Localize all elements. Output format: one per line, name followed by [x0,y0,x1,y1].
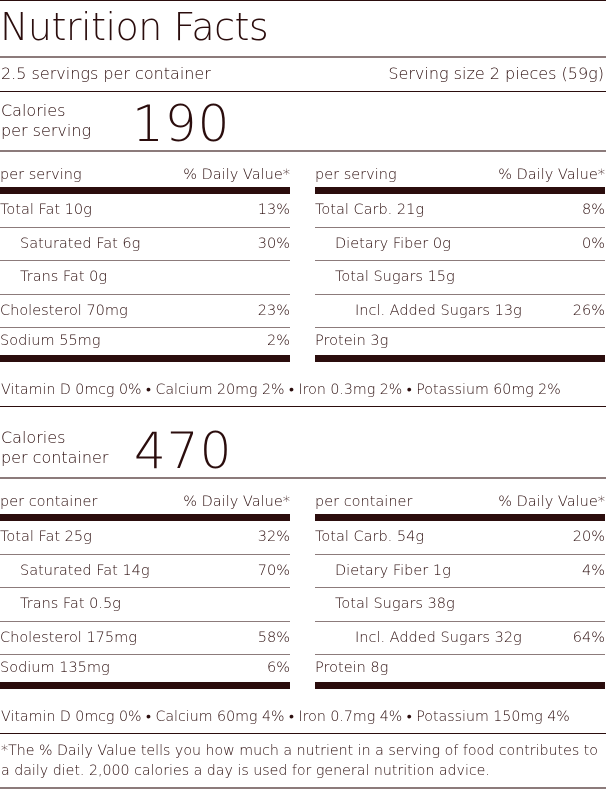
nutrient-dv: 32% [257,529,290,546]
nutrient-name: Cholesterol 175mg [0,629,137,646]
per-container-right-table: per container % Daily Value* Total Carb.… [315,488,605,689]
nutrient-row: Sodium 55mg 2% [0,328,290,362]
nutrient-name: Cholesterol 70mg [0,302,128,319]
nutrient-name: Incl. Added Sugars 32g [355,629,522,646]
vitamins-rule [0,406,606,407]
calories-label: Calories [1,101,66,120]
vitamins-rule [0,733,606,734]
header-dv: % Daily Value* [183,167,290,183]
vitamins-per-container: Vitamin D 0mcg 0% • Calcium 60mg 4% • Ir… [1,709,570,725]
nutrient-dv: 4% [581,562,605,579]
nutrient-name: Total Carb. 21g [315,202,425,219]
nutrient-name: Trans Fat 0.5g [20,596,121,613]
nutrient-row: Trans Fat 0g [0,261,290,295]
nutrient-row: Dietary Fiber 1g 4% [315,555,605,588]
nutrient-row: Cholesterol 175mg 58% [0,622,290,655]
nutrient-row: Incl. Added Sugars 13g 26% [315,295,605,328]
nutrient-row: Total Carb. 21g 8% [315,194,605,228]
nutrient-row: Total Sugars 15g [315,261,605,295]
nutrient-dv: 0% [581,235,605,252]
nutrient-dv: 2% [266,333,290,350]
nutrient-name: Dietary Fiber 0g [335,235,451,252]
nutrient-dv: 6% [266,660,290,677]
nutrient-name: Dietary Fiber 1g [335,562,451,579]
nutrient-name: Saturated Fat 14g [20,562,150,579]
nutrient-dv: 64% [572,629,605,646]
nutrient-name: Trans Fat 0g [20,269,108,286]
nutrient-row: Saturated Fat 6g 30% [0,228,290,261]
per-serving-right-table: per serving % Daily Value* Total Carb. 2… [315,161,605,362]
calories-label: Calories [1,428,66,447]
header-label: per container [0,494,98,510]
nutrient-name: Total Sugars 15g [335,269,455,286]
nutrient-dv: 26% [572,302,605,319]
serving-size: Serving size 2 pieces (59g) [388,64,604,83]
table-header: per container % Daily Value* [0,488,290,521]
nutrient-name: Incl. Added Sugars 13g [355,302,522,319]
nutrient-dv: 70% [257,562,290,579]
nutrient-name: Total Sugars 38g [335,596,455,613]
header-dv: % Daily Value* [498,167,605,183]
label-title: Nutrition Facts [0,5,269,49]
nutrient-dv: 30% [257,235,290,252]
nutrient-name: Sodium 135mg [0,660,110,677]
nutrient-name: Total Fat 10g [0,202,92,219]
nutrient-name: Sodium 55mg [0,333,101,350]
nutrient-name: Total Carb. 54g [315,529,425,546]
nutrient-row: Total Fat 10g 13% [0,194,290,228]
nutrient-name: Saturated Fat 6g [20,235,141,252]
title-rule [0,56,606,58]
table-header: per container % Daily Value* [315,488,605,521]
nutrient-row: Protein 8g [315,655,605,689]
nutrient-name: Protein 3g [315,333,389,350]
vitamins-per-serving: Vitamin D 0mcg 0% • Calcium 20mg 2% • Ir… [1,382,561,398]
calories-rule [0,150,606,152]
nutrient-row: Total Fat 25g 32% [0,521,290,555]
per-serving-left-table: per serving % Daily Value* Total Fat 10g… [0,161,290,362]
table-header: per serving % Daily Value* [0,161,290,194]
nutrient-row: Saturated Fat 14g 70% [0,555,290,588]
nutrient-name: Total Fat 25g [0,529,92,546]
servings-rule [0,91,606,92]
nutrient-name: Protein 8g [315,660,389,677]
nutrient-dv: 20% [572,529,605,546]
header-label: per container [315,494,413,510]
nutrient-row: Incl. Added Sugars 32g 64% [315,622,605,655]
calories-per-serving-value: 190 [132,95,231,153]
calories-sublabel: per serving [1,121,92,140]
nutrient-dv: 8% [581,202,605,219]
table-header: per serving % Daily Value* [315,161,605,194]
top-rule [0,0,606,1]
header-dv: % Daily Value* [498,494,605,510]
nutrient-row: Total Sugars 38g [315,588,605,622]
per-container-left-table: per container % Daily Value* Total Fat 2… [0,488,290,689]
calories-per-container-value: 470 [134,422,233,480]
daily-value-footnote: *The % Daily Value tells you how much a … [1,743,598,779]
nutrient-row: Cholesterol 70mg 23% [0,295,290,328]
nutrient-row: Sodium 135mg 6% [0,655,290,689]
servings-per-container: 2.5 servings per container [1,64,211,83]
header-label: per serving [0,167,82,183]
nutrient-dv: 23% [257,302,290,319]
calories-sublabel: per container [1,448,109,467]
nutrient-row: Protein 3g [315,328,605,362]
calories-rule [0,477,606,479]
bottom-rule [0,787,606,789]
header-label: per serving [315,167,397,183]
nutrient-dv: 13% [257,202,290,219]
nutrient-row: Trans Fat 0.5g [0,588,290,622]
nutrient-row: Total Carb. 54g 20% [315,521,605,555]
nutrient-dv: 58% [257,629,290,646]
header-dv: % Daily Value* [183,494,290,510]
nutrient-row: Dietary Fiber 0g 0% [315,228,605,261]
